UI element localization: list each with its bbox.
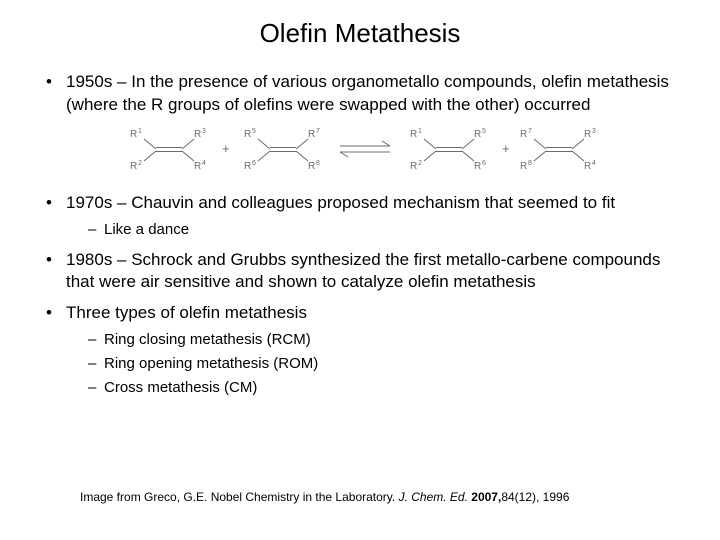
svg-text:1: 1 <box>138 128 142 135</box>
citation-suffix: 84(12), 1996 <box>501 490 569 504</box>
olefin-3: R1 R5 R2 R6 <box>410 128 486 172</box>
svg-text:R: R <box>130 161 137 172</box>
svg-text:R: R <box>520 129 527 140</box>
bullet-text: 1970s – Chauvin and colleagues proposed … <box>66 193 615 212</box>
svg-text:1: 1 <box>418 128 422 135</box>
svg-text:4: 4 <box>202 160 206 167</box>
citation: Image from Greco, G.E. Nobel Chemistry i… <box>80 490 569 504</box>
svg-text:7: 7 <box>316 128 320 135</box>
equilibrium-arrow-icon <box>340 141 390 157</box>
sub-list: Ring closing metathesis (RCM) Ring openi… <box>84 329 680 398</box>
svg-text:5: 5 <box>252 128 256 135</box>
citation-journal: J. Chem. Ed. <box>399 490 472 504</box>
bullet-text: 1980s – Schrock and Grubbs synthesized t… <box>66 250 660 292</box>
bullet-text: Three types of olefin metathesis <box>66 303 307 322</box>
svg-text:5: 5 <box>482 128 486 135</box>
bullet-text: 1950s – In the presence of various organ… <box>66 72 669 114</box>
bullet-list: 1950s – In the presence of various organ… <box>40 71 680 399</box>
svg-text:2: 2 <box>418 160 422 167</box>
svg-text:6: 6 <box>252 160 256 167</box>
svg-text:3: 3 <box>592 128 596 135</box>
svg-text:R: R <box>474 161 481 172</box>
sub-item: Cross metathesis (CM) <box>84 377 680 399</box>
svg-text:6: 6 <box>482 160 486 167</box>
svg-text:R: R <box>130 129 137 140</box>
svg-text:R: R <box>194 161 201 172</box>
svg-text:R: R <box>308 129 315 140</box>
svg-text:8: 8 <box>316 160 320 167</box>
slide-title: Olefin Metathesis <box>40 18 680 49</box>
sub-list: Like a dance <box>84 219 680 241</box>
reaction-diagram: R1 R3 R2 R4 + R5 R7 <box>126 123 680 182</box>
svg-text:2: 2 <box>138 160 142 167</box>
svg-text:R: R <box>410 161 417 172</box>
svg-text:R: R <box>194 129 201 140</box>
plus-icon: + <box>222 141 230 156</box>
olefin-4: R7 R3 R8 R4 <box>520 128 596 172</box>
bullet-item: 1970s – Chauvin and colleagues proposed … <box>40 192 680 241</box>
bullet-item: 1980s – Schrock and Grubbs synthesized t… <box>40 249 680 295</box>
svg-text:R: R <box>474 129 481 140</box>
sub-item: Like a dance <box>84 219 680 241</box>
plus-icon: + <box>502 141 510 156</box>
svg-text:R: R <box>244 129 251 140</box>
svg-text:R: R <box>584 129 591 140</box>
svg-text:R: R <box>308 161 315 172</box>
citation-prefix: Image from Greco, G.E. Nobel Chemistry i… <box>80 490 399 504</box>
citation-year: 2007, <box>471 490 501 504</box>
svg-text:R: R <box>410 129 417 140</box>
svg-text:7: 7 <box>528 128 532 135</box>
svg-text:4: 4 <box>592 160 596 167</box>
olefin-1: R1 R3 R2 R4 <box>130 128 206 172</box>
svg-text:3: 3 <box>202 128 206 135</box>
bullet-item: Three types of olefin metathesis Ring cl… <box>40 302 680 398</box>
svg-text:R: R <box>520 161 527 172</box>
slide: Olefin Metathesis 1950s – In the presenc… <box>0 0 720 540</box>
svg-text:8: 8 <box>528 160 532 167</box>
sub-item: Ring closing metathesis (RCM) <box>84 329 680 351</box>
svg-text:R: R <box>244 161 251 172</box>
svg-text:R: R <box>584 161 591 172</box>
sub-item: Ring opening metathesis (ROM) <box>84 353 680 375</box>
bullet-item: 1950s – In the presence of various organ… <box>40 71 680 182</box>
olefin-2: R5 R7 R6 R8 <box>244 128 320 172</box>
